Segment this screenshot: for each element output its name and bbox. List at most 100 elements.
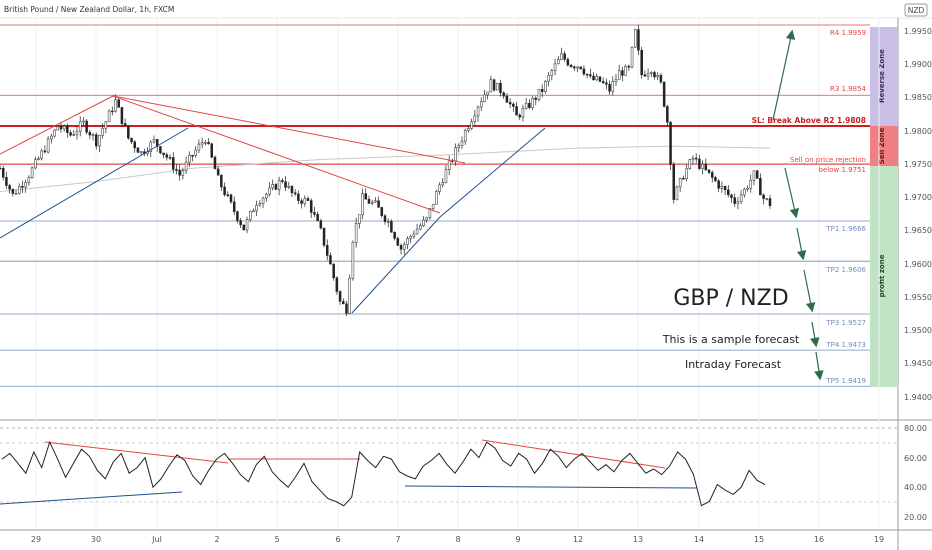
price-tick-label: 1.97000	[904, 193, 932, 202]
candle-body	[159, 146, 162, 154]
time-tick-label: 7	[395, 535, 400, 544]
candle-body	[322, 227, 326, 246]
candle-body	[617, 70, 621, 80]
candle-body	[265, 193, 268, 199]
candle-body	[438, 184, 441, 192]
candle-body	[178, 170, 181, 176]
currency-badge: NZD	[908, 6, 925, 15]
candle-body	[236, 211, 239, 221]
candle-body	[550, 70, 554, 76]
candle-body	[351, 242, 355, 279]
candle-body	[281, 180, 284, 182]
candle-body	[40, 150, 43, 159]
time-tick-label: 2	[214, 535, 219, 544]
sell-zone	[870, 126, 898, 166]
candle-body	[666, 106, 669, 123]
candle-body	[139, 151, 143, 153]
candle-body	[37, 158, 40, 160]
candle-body	[419, 225, 422, 230]
candle-body	[367, 199, 371, 204]
level-label-tp2: TP2 1.9606	[825, 266, 866, 274]
price-tick-label: 1.97500	[904, 160, 932, 169]
candle-body	[589, 74, 592, 77]
candle-body	[614, 79, 618, 82]
candle-body	[104, 121, 108, 129]
candle-body	[714, 177, 717, 182]
candle-body	[499, 82, 502, 94]
candle-body	[634, 29, 637, 48]
candle-body	[582, 68, 586, 75]
reverse-zone-label: Reverse Zone	[878, 49, 886, 103]
candle-body	[34, 159, 37, 169]
candle-body	[194, 149, 197, 156]
candle-body	[252, 210, 255, 213]
candle-body	[120, 107, 124, 124]
candle-body	[107, 110, 111, 122]
candle-body	[454, 147, 457, 161]
candle-body	[271, 184, 274, 189]
candle-body	[630, 46, 634, 68]
candle-body	[386, 221, 390, 223]
candle-body	[78, 121, 82, 132]
candle-body	[24, 182, 27, 188]
currency-badge-box[interactable]	[904, 3, 928, 17]
candle-body	[53, 129, 56, 137]
candle-body	[316, 214, 319, 222]
candle-body	[544, 80, 547, 92]
candle-body	[672, 164, 675, 200]
level-label-tp5: TP5 1.9419	[825, 377, 866, 385]
candle-body	[643, 74, 647, 77]
candle-body	[370, 201, 374, 204]
candle-body	[765, 198, 769, 200]
candle-body	[117, 99, 120, 108]
candle-body	[277, 180, 281, 190]
candle-body	[342, 301, 345, 305]
candle-body	[534, 97, 538, 100]
forecast-arrow-3	[803, 269, 816, 313]
candle-body	[21, 186, 24, 188]
candle-body	[152, 139, 156, 143]
candle-body	[258, 203, 262, 206]
candle-body	[1, 168, 5, 178]
candle-body	[566, 59, 570, 66]
price-tick-label: 1.95000	[904, 326, 932, 335]
price-tick-label: 1.96000	[904, 260, 932, 269]
level-labels: R4 1.9959 R3 1.9854 SL: Break Above R2 1…	[752, 29, 867, 385]
candle-body	[168, 157, 172, 159]
candle-body	[515, 106, 518, 116]
candle-body	[656, 74, 659, 78]
candle-body	[749, 180, 752, 189]
candle-body	[730, 194, 733, 198]
candle-body	[512, 103, 515, 107]
candle-body	[184, 161, 188, 171]
candle-body	[200, 142, 204, 145]
forecast-arrow-1	[784, 167, 800, 219]
resistance-trendline-3	[112, 95, 441, 214]
moving-average-line	[0, 145, 771, 193]
candle-body	[46, 138, 50, 153]
rsi-tick-label: 60.00	[904, 454, 927, 463]
price-tick-label: 1.96500	[904, 226, 932, 235]
candle-body	[762, 194, 765, 199]
candle-body	[473, 115, 477, 123]
candle-body	[191, 154, 194, 157]
candle-body	[444, 169, 448, 183]
candle-body	[399, 245, 403, 250]
candle-body	[274, 184, 278, 190]
time-tick-label: 14	[694, 535, 704, 544]
candle-body	[675, 186, 679, 200]
candle-body	[627, 65, 631, 68]
candle-body	[576, 66, 579, 69]
candle-body	[412, 233, 416, 237]
trendlines	[0, 95, 546, 314]
candle-body	[75, 130, 79, 135]
candle-body	[579, 66, 582, 70]
rsi-tick-label: 40.00	[904, 483, 927, 492]
candle-body	[127, 125, 130, 139]
candle-body	[425, 217, 428, 221]
candle-body	[297, 193, 300, 201]
price-tick-label: 1.98500	[904, 93, 932, 102]
time-tick-label: 19	[874, 535, 884, 544]
subtitle-sample-forecast: This is a sample forecast	[662, 333, 800, 346]
candle-body	[213, 156, 217, 170]
